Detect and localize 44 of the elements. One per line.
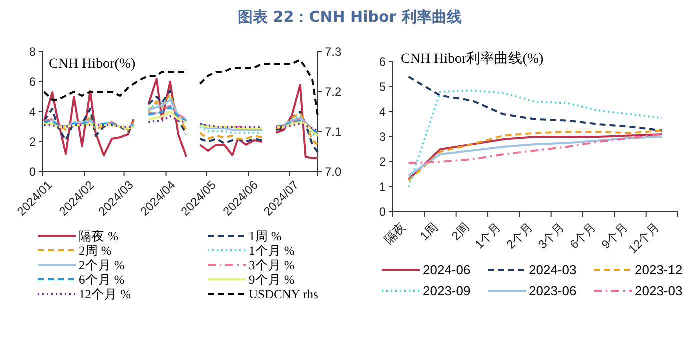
legend-label: USDCNY rhs [249, 287, 318, 302]
x-tick-label: 隔夜 [382, 220, 409, 248]
legend-label: 2023-12 [635, 262, 683, 278]
line-series [408, 90, 664, 188]
y-tick-label: 0 [379, 204, 386, 219]
legend-label: 2024-03 [529, 262, 577, 278]
line-series [408, 76, 664, 132]
y-tick-label: 6 [29, 74, 36, 89]
y-tick-label: 4 [379, 104, 386, 119]
legend-label: 3个月 % [249, 258, 295, 272]
y2-tick-label: 7.3 [325, 44, 342, 59]
chart-title: CNH Hibor利率曲线(%) [401, 51, 544, 67]
legend-label: 2个月 % [79, 258, 125, 272]
y-tick-label: 1 [379, 180, 386, 194]
y-tick-label: 2 [29, 134, 36, 149]
y-tick-label: 5 [379, 80, 386, 94]
y-tick-label: 0 [29, 164, 36, 179]
legend-label: 2周 % [79, 244, 112, 258]
legend-label: 12个月 % [79, 287, 132, 302]
legend-label: 2023-06 [529, 284, 577, 299]
y2-tick-label: 7.1 [325, 124, 342, 139]
y2-tick-label: 7.0 [325, 164, 342, 179]
x-tick-label: 2个月 [504, 220, 536, 252]
x-tick-label: 2周 [449, 220, 472, 244]
x-tick-label: 1个月 [472, 220, 504, 252]
x-tick-label: 3个月 [536, 220, 568, 252]
chart-subtitle: CNH Hibor(%) [49, 57, 136, 72]
legend-label: 9个月 % [249, 272, 295, 287]
legend-label: 1周 % [249, 229, 282, 244]
legend-label: 6个月 % [79, 272, 125, 287]
y-tick-label: 4 [29, 104, 36, 119]
y-tick-label: 6 [379, 54, 386, 69]
x-tick-label: 6个月 [567, 220, 599, 252]
x-tick-label: 1周 [417, 220, 440, 244]
y-tick-label: 3 [379, 130, 386, 144]
y2-tick-label: 7.2 [325, 84, 342, 99]
text: 图表 22：CNH Hibor 利率曲线 [238, 8, 462, 26]
legend-label: 隔夜 % [79, 228, 119, 244]
legend-label: 2023-03 [635, 284, 683, 299]
legend-label: 2023-09 [423, 284, 471, 299]
legend-label: 1个月 % [249, 244, 295, 258]
legend-label: 2024-06 [423, 262, 471, 278]
y-tick-label: 8 [29, 44, 36, 59]
y-tick-label: 2 [379, 154, 386, 169]
